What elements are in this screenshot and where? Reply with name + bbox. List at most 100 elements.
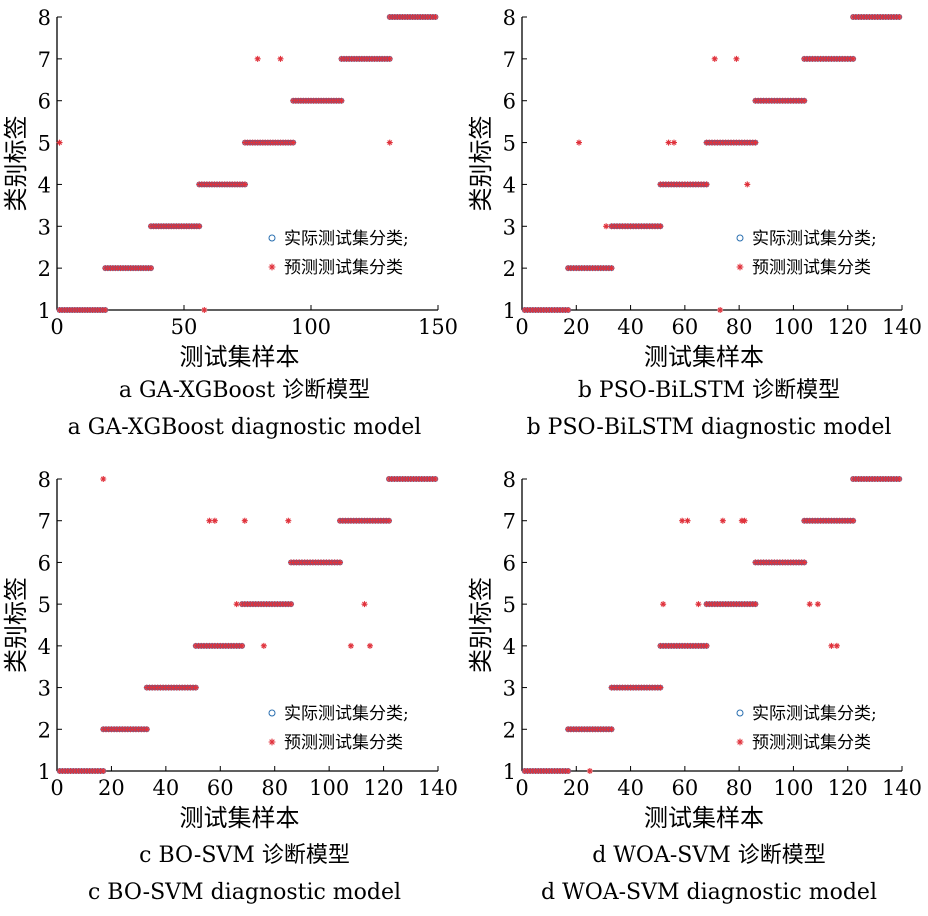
- legend-actual-marker: [268, 234, 276, 242]
- predicted-point: [239, 642, 246, 649]
- class-1-points: [521, 307, 572, 313]
- legend-predicted-label: 预测测试集分类: [284, 733, 403, 753]
- y-tick-label: 5: [38, 593, 51, 617]
- misclassified-point: [347, 642, 354, 649]
- legend-predicted-label: 预测测试集分类: [752, 258, 871, 278]
- x-tick-label: 40: [617, 315, 644, 339]
- class-7-points: [337, 517, 393, 524]
- caption-zh: c BO-SVM 诊断模型: [139, 843, 350, 868]
- misclassified-point: [576, 139, 582, 146]
- misclassified-point: [744, 181, 751, 188]
- y-tick-label: 8: [503, 468, 516, 492]
- class-3-points: [608, 684, 664, 691]
- y-tick-label: 8: [38, 6, 51, 30]
- y-tick-label: 7: [503, 510, 516, 534]
- y-tick-label: 8: [503, 6, 516, 30]
- class-8-points: [386, 14, 439, 20]
- misclassified-point: [241, 517, 248, 524]
- misclassified-point: [665, 139, 672, 146]
- caption-en: b PSO-BiLSTM diagnostic model: [527, 415, 892, 440]
- predicted-point: [565, 768, 572, 774]
- predicted-point: [386, 55, 393, 62]
- y-tick-label: 3: [38, 677, 51, 701]
- y-tick-label: 5: [503, 593, 516, 617]
- y-tick-label: 4: [38, 635, 51, 659]
- x-tick-label: 120: [828, 776, 868, 800]
- misclassified-point: [733, 55, 740, 62]
- class-2-points: [565, 265, 615, 272]
- misclassified-point: [660, 601, 667, 608]
- misclassified-point: [206, 517, 213, 524]
- x-tick-label: 0: [50, 776, 63, 800]
- misclassified-point: [814, 601, 821, 608]
- misclassified-point: [671, 139, 677, 146]
- caption-en: a GA-XGBoost diagnostic model: [68, 415, 422, 440]
- x-tick-label: 60: [207, 776, 234, 800]
- class-1-points: [56, 307, 109, 313]
- legend: 实际测试集分类; 预测测试集分类: [736, 229, 877, 278]
- misclassified-point: [828, 642, 835, 649]
- class-4-points: [657, 181, 710, 188]
- legend-predicted-marker: [736, 263, 744, 271]
- misclassified-point: [806, 601, 813, 608]
- x-tick-label: 100: [309, 776, 349, 800]
- y-tick-label: 6: [38, 551, 51, 575]
- x-tick-label: 80: [261, 776, 288, 800]
- x-tick-label: 50: [171, 315, 198, 339]
- x-tick-label: 140: [882, 776, 922, 800]
- y-tick-label: 7: [503, 48, 516, 72]
- legend-actual-label: 实际测试集分类;: [284, 704, 409, 724]
- predicted-point: [386, 517, 393, 524]
- x-tick-label: 100: [773, 315, 813, 339]
- class-4-points: [196, 181, 248, 188]
- predicted-point: [290, 139, 297, 146]
- misclassified-point: [679, 517, 686, 524]
- legend-actual-label: 实际测试集分类;: [284, 229, 409, 249]
- predicted-point: [657, 684, 664, 691]
- predicted-point: [608, 265, 615, 272]
- predicted-point: [432, 14, 439, 20]
- predicted-point: [752, 139, 759, 146]
- class-6-points: [288, 559, 344, 566]
- predicted-point: [896, 476, 903, 482]
- predicted-point: [703, 181, 710, 188]
- y-tick-label: 4: [503, 635, 516, 659]
- x-tick-label: 0: [515, 315, 528, 339]
- predicted-point: [100, 768, 107, 774]
- misclassified-point: [586, 768, 593, 774]
- y-tick-label: 5: [503, 132, 516, 156]
- class-8-points: [386, 476, 439, 482]
- class-3-points: [143, 684, 199, 691]
- misclassified-point: [717, 307, 724, 313]
- x-axis-title: 测试集样本: [180, 804, 300, 832]
- y-tick-label: 2: [503, 257, 516, 281]
- x-tick-label: 0: [50, 315, 63, 339]
- misclassified-point: [684, 517, 691, 524]
- y-tick-label: 2: [38, 257, 51, 281]
- legend-actual-marker: [736, 709, 744, 717]
- caption-en: d WOA-SVM diagnostic model: [541, 880, 877, 905]
- predicted-point: [703, 642, 710, 649]
- predicted-point: [752, 601, 759, 608]
- y-tick-label: 2: [38, 718, 51, 742]
- misclassified-point: [100, 476, 107, 482]
- misclassified-point: [833, 642, 840, 649]
- x-axis-title: 测试集样本: [644, 343, 764, 371]
- predicted-point: [143, 726, 150, 733]
- class-2-points: [100, 726, 150, 733]
- class-7-points: [338, 55, 393, 62]
- x-tick-label: 40: [617, 776, 644, 800]
- legend-actual-label: 实际测试集分类;: [752, 229, 877, 249]
- legend-predicted-label: 预测测试集分类: [752, 733, 871, 753]
- legend-actual-label: 实际测试集分类;: [752, 704, 877, 724]
- legend-predicted-label: 预测测试集分类: [284, 258, 403, 278]
- x-axis-title: 测试集样本: [180, 343, 300, 371]
- predicted-point: [657, 223, 664, 230]
- class-6-points: [290, 97, 345, 104]
- y-tick-label: 3: [38, 215, 51, 239]
- misclassified-point: [361, 601, 368, 608]
- class-1-points: [56, 768, 107, 774]
